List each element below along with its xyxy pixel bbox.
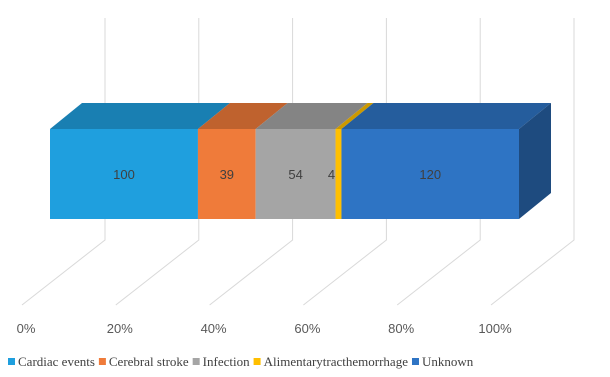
gridline	[209, 18, 294, 306]
legend-swatch-cardiac-events	[8, 358, 15, 365]
gridlines	[21, 18, 575, 306]
gridline	[21, 18, 106, 306]
legend: Cardiac events Cerebral stroke Infection…	[8, 354, 474, 369]
x-axis-ticks: 0% 20% 40% 60% 80% 100%	[17, 321, 512, 336]
gridline	[303, 18, 387, 306]
gridline	[115, 18, 200, 306]
bar-top-alimentary	[335, 103, 374, 129]
segment-label-unknown: 120	[419, 167, 441, 182]
legend-label-infection: Infection	[203, 354, 250, 369]
bar-segment-alimentary	[335, 129, 342, 219]
x-tick-label: 20%	[107, 321, 133, 336]
x-tick-label: 40%	[201, 321, 227, 336]
segment-label-infection: 54	[288, 167, 302, 182]
legend-label-cardiac-events: Cardiac events	[18, 354, 95, 369]
segment-label-cerebral-stroke: 39	[220, 167, 234, 182]
legend-label-alimentary: Alimentarytracthemorrhage	[264, 354, 409, 369]
legend-label-cerebral-stroke: Cerebral stroke	[109, 354, 189, 369]
segment-label-cardiac-events: 100	[113, 167, 135, 182]
bar-top-unknown	[341, 103, 551, 129]
bar-segment-cerebral-stroke	[197, 129, 256, 219]
x-tick-label: 60%	[294, 321, 320, 336]
bar-top-cardiac-events	[50, 103, 230, 129]
legend-swatch-unknown	[411, 358, 419, 365]
bar-segment-cardiac-events	[50, 129, 198, 219]
bar-top-infection	[255, 103, 368, 129]
bar-side-unknown	[519, 103, 551, 219]
bar-segment-unknown	[341, 129, 519, 219]
segment-labels: 100 39 54 4 120	[113, 167, 441, 182]
bar-3d	[50, 103, 551, 219]
legend-swatch-cerebral-stroke	[98, 358, 106, 365]
x-tick-label: 0%	[17, 321, 36, 336]
segment-label-alimentary: 4	[328, 167, 335, 182]
legend-swatch-alimentary	[253, 358, 261, 365]
bar-segment-infection	[255, 129, 336, 219]
x-tick-label: 100%	[478, 321, 512, 336]
x-tick-label: 80%	[388, 321, 414, 336]
legend-label-unknown: Unknown	[422, 354, 474, 369]
bar-top-cerebral-stroke	[197, 103, 288, 129]
legend-swatch-infection	[192, 358, 200, 365]
gridline	[490, 18, 575, 306]
gridline	[396, 18, 481, 306]
